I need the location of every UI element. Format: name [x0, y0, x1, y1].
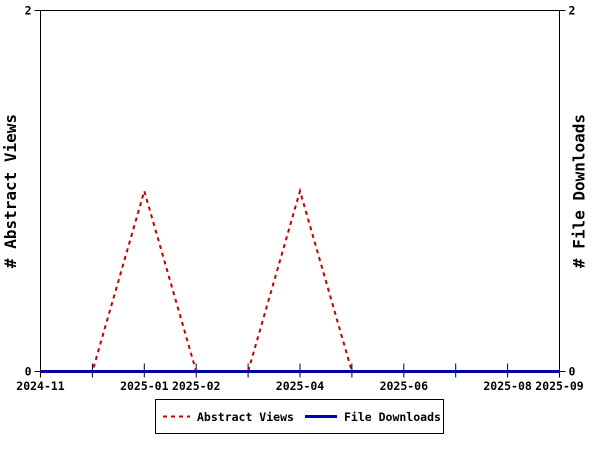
- x-ticklabel-2025-02: 2025-02: [172, 379, 220, 393]
- legend-label-abstract-views: Abstract Views: [197, 410, 294, 424]
- y-ticklabel-left-2: 2: [25, 4, 32, 18]
- x-ticklabel-2025-04: 2025-04: [276, 379, 325, 393]
- legend-label-file-downloads: File Downloads: [344, 410, 441, 424]
- y-ticklabel-left-0: 0: [25, 365, 32, 379]
- y-ticklabel-right-2: 2: [569, 4, 576, 18]
- x-ticklabel-2025-06: 2025-06: [380, 379, 429, 393]
- x-ticklabel-2025-08: 2025-08: [483, 379, 532, 393]
- y-ticklabel-right-0: 0: [569, 365, 576, 379]
- x-ticklabel-2024-11: 2024-11: [16, 379, 65, 393]
- legend-box: [155, 399, 444, 434]
- x-ticklabel-2025-01: 2025-01: [120, 379, 169, 393]
- x-ticklabel-2025-09: 2025-09: [535, 379, 584, 393]
- y-axis-title-left: # Abstract Views: [1, 114, 20, 268]
- y-axis-title-right: # File Downloads: [570, 114, 589, 268]
